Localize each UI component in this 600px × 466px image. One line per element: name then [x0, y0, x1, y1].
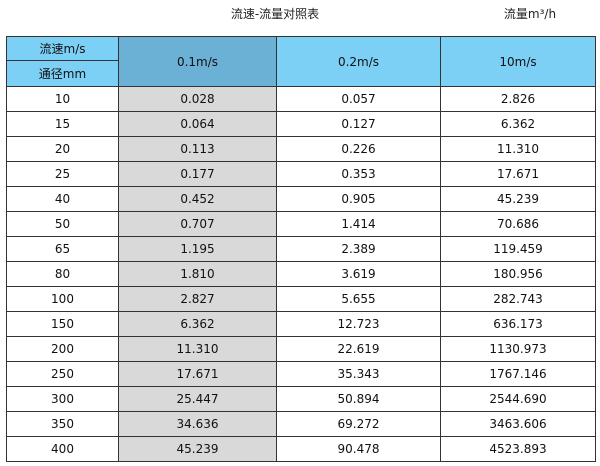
flow-cell: 0.064: [118, 111, 277, 137]
diameter-cell: 20: [6, 136, 119, 162]
flow-cell: 17.671: [118, 361, 277, 387]
header-row: 流速m/s 0.1m/s 0.2m/s 10m/s: [6, 36, 596, 87]
flow-cell: 0.353: [276, 161, 441, 187]
column-header: 0.1m/s: [118, 36, 277, 87]
flow-cell: 1130.973: [440, 336, 596, 362]
flow-cell: 4523.893: [440, 436, 596, 462]
flow-cell: 3.619: [276, 261, 441, 287]
flow-cell: 282.743: [440, 286, 596, 312]
flow-cell: 2.826: [440, 86, 596, 112]
flow-cell: 17.671: [440, 161, 596, 187]
column-header: 0.2m/s: [276, 36, 441, 87]
diameter-cell: 150: [6, 311, 119, 337]
table-row: 100 2.827 5.655 282.743: [6, 286, 596, 312]
flow-cell: 45.239: [440, 186, 596, 212]
flow-cell: 2.389: [276, 236, 441, 262]
flow-cell: 0.028: [118, 86, 277, 112]
flow-cell: 11.310: [118, 336, 277, 362]
flow-cell: 90.478: [276, 436, 441, 462]
diameter-cell: 100: [6, 286, 119, 312]
table-row: 80 1.810 3.619 180.956: [6, 261, 596, 287]
flow-cell: 69.272: [276, 411, 441, 437]
unit-label: 流量m³/h: [503, 7, 557, 21]
flow-cell: 0.057: [276, 86, 441, 112]
diameter-cell: 400: [6, 436, 119, 462]
table-row: 25 0.177 0.353 17.671: [6, 161, 596, 187]
diameter-cell: 40: [6, 186, 119, 212]
flow-cell: 70.686: [440, 211, 596, 237]
flow-cell: 35.343: [276, 361, 441, 387]
diameter-header: 通径mm: [6, 60, 119, 87]
table-row: 250 17.671 35.343 1767.146: [6, 361, 596, 387]
flow-cell: 1.195: [118, 236, 277, 262]
diameter-cell: 15: [6, 111, 119, 137]
column-header: 10m/s: [440, 36, 596, 87]
flow-cell: 6.362: [440, 111, 596, 137]
flow-cell: 11.310: [440, 136, 596, 162]
flow-cell: 0.452: [118, 186, 277, 212]
header-row: 通径mm: [6, 60, 596, 87]
flow-cell: 2.827: [118, 286, 277, 312]
table-row: 15 0.064 0.127 6.362: [6, 111, 596, 137]
table-row: 20 0.113 0.226 11.310: [6, 136, 596, 162]
table-row: 300 25.447 50.894 2544.690: [6, 386, 596, 412]
table-row: 40 0.452 0.905 45.239: [6, 186, 596, 212]
diameter-cell: 25: [6, 161, 119, 187]
table-row: 350 34.636 69.272 3463.606: [6, 411, 596, 437]
flow-cell: 12.723: [276, 311, 441, 337]
flow-cell: 25.447: [118, 386, 277, 412]
flow-cell: 0.707: [118, 211, 277, 237]
diameter-cell: 350: [6, 411, 119, 437]
flow-cell: 1.810: [118, 261, 277, 287]
flow-cell: 1.414: [276, 211, 441, 237]
flow-cell: 0.177: [118, 161, 277, 187]
table-title: 流速-流量对照表: [230, 7, 320, 21]
flow-cell: 119.459: [440, 236, 596, 262]
flow-cell: 45.239: [118, 436, 277, 462]
diameter-cell: 50: [6, 211, 119, 237]
flow-cell: 180.956: [440, 261, 596, 287]
flow-cell: 636.173: [440, 311, 596, 337]
flow-cell: 22.619: [276, 336, 441, 362]
flow-cell: 5.655: [276, 286, 441, 312]
velocity-header: 流速m/s: [6, 36, 119, 61]
table-row: 50 0.707 1.414 70.686: [6, 211, 596, 237]
flow-cell: 34.636: [118, 411, 277, 437]
diameter-cell: 200: [6, 336, 119, 362]
flow-table: 流速m/s 0.1m/s 0.2m/s 10m/s 通径mm 10 0.028 0.…: [6, 36, 596, 462]
diameter-cell: 250: [6, 361, 119, 387]
table-row: 400 45.239 90.478 4523.893: [6, 436, 596, 462]
flow-cell: 6.362: [118, 311, 277, 337]
table-row: 65 1.195 2.389 119.459: [6, 236, 596, 262]
table-row: 10 0.028 0.057 2.826: [6, 86, 596, 112]
flow-cell: 0.127: [276, 111, 441, 137]
flow-cell: 50.894: [276, 386, 441, 412]
flow-cell: 1767.146: [440, 361, 596, 387]
diameter-cell: 65: [6, 236, 119, 262]
flow-cell: 3463.606: [440, 411, 596, 437]
flow-cell: 0.226: [276, 136, 441, 162]
flow-cell: 2544.690: [440, 386, 596, 412]
flow-cell: 0.113: [118, 136, 277, 162]
diameter-cell: 80: [6, 261, 119, 287]
flow-cell: 0.905: [276, 186, 441, 212]
diameter-cell: 300: [6, 386, 119, 412]
diameter-cell: 10: [6, 86, 119, 112]
table-row: 150 6.362 12.723 636.173: [6, 311, 596, 337]
table-row: 200 11.310 22.619 1130.973: [6, 336, 596, 362]
